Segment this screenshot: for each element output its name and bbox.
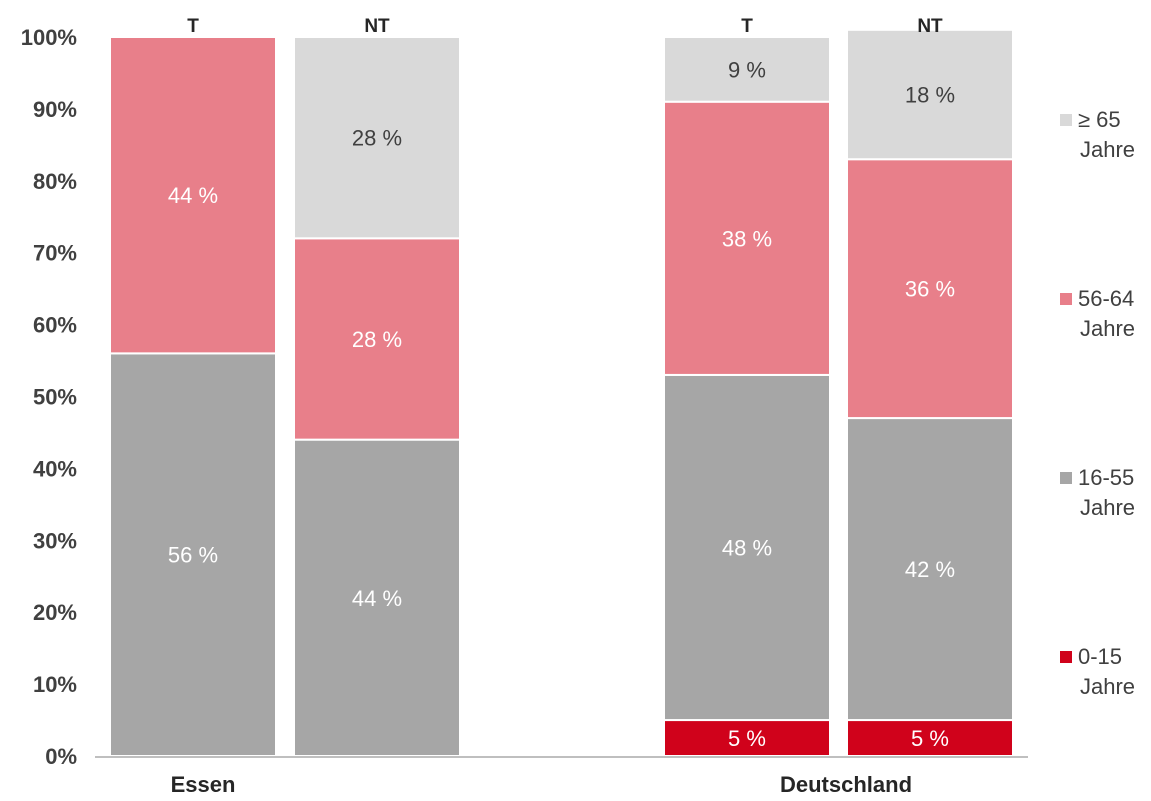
category-label: T: [741, 16, 753, 37]
bar-segment: [663, 100, 831, 376]
bar-segment: [846, 719, 1014, 757]
y-tick-label: 100%: [21, 25, 77, 50]
data-label: 28 %: [352, 327, 402, 352]
y-tick-label: 40%: [33, 456, 77, 481]
category-label: T: [187, 16, 199, 37]
y-tick-label: 0%: [45, 744, 77, 769]
bar-segment: [846, 417, 1014, 722]
bar-segment: [846, 28, 1014, 161]
data-label: 9 %: [728, 57, 766, 82]
y-tick-label: 60%: [33, 313, 77, 338]
data-label: 5 %: [728, 726, 766, 751]
y-tick-label: 20%: [33, 600, 77, 625]
legend-swatch: [1060, 651, 1072, 663]
bar-segment: [663, 36, 831, 103]
bar-segment: [663, 719, 831, 757]
data-label: 42 %: [905, 557, 955, 582]
legend-sublabel: Jahre: [1080, 316, 1136, 341]
legend-item-65-plus: ≥ 65 Jahre: [1060, 105, 1150, 165]
y-tick-label: 10%: [33, 672, 77, 697]
data-label: 56 %: [168, 543, 218, 568]
data-label: 36 %: [905, 277, 955, 302]
legend-sublabel: Jahre: [1080, 137, 1136, 162]
data-label: 44 %: [168, 183, 218, 208]
legend-swatch: [1060, 293, 1072, 305]
legend-swatch: [1060, 472, 1072, 484]
data-label: 28 %: [352, 126, 402, 151]
legend-swatch: [1060, 114, 1072, 126]
legend-label: 16-55: [1078, 465, 1135, 490]
legend-item-0-15: 0-15 Jahre: [1060, 642, 1150, 702]
category-label: NT: [917, 16, 943, 37]
data-label: 38 %: [722, 226, 772, 251]
bar-segment: [846, 158, 1014, 420]
data-label: 5 %: [911, 726, 949, 751]
bar-segment: [663, 373, 831, 722]
group-label: Essen: [171, 772, 236, 797]
legend-label: ≥ 65: [1078, 107, 1121, 132]
y-tick-label: 90%: [33, 97, 77, 122]
y-tick-label: 70%: [33, 241, 77, 266]
legend-label: 0-15: [1078, 644, 1123, 669]
group-label: Deutschland: [780, 772, 912, 797]
bar-segment: [109, 352, 277, 757]
data-label: 18 %: [905, 83, 955, 108]
bar-segment: [293, 36, 461, 240]
legend-item-56-64: 56-64 Jahre: [1060, 284, 1150, 344]
category-label: NT: [364, 16, 390, 37]
bar-segment: [293, 237, 461, 441]
y-tick-label: 50%: [33, 385, 77, 410]
legend-label: 56-64: [1078, 286, 1135, 311]
bar-segment: [109, 36, 277, 355]
y-tick-label: 80%: [33, 169, 77, 194]
legend-sublabel: Jahre: [1080, 495, 1136, 520]
legend-item-16-55: 16-55 Jahre: [1060, 463, 1150, 523]
legend-sublabel: Jahre: [1080, 674, 1136, 699]
y-tick-label: 30%: [33, 528, 77, 553]
data-label: 48 %: [722, 535, 772, 560]
data-label: 44 %: [352, 586, 402, 611]
